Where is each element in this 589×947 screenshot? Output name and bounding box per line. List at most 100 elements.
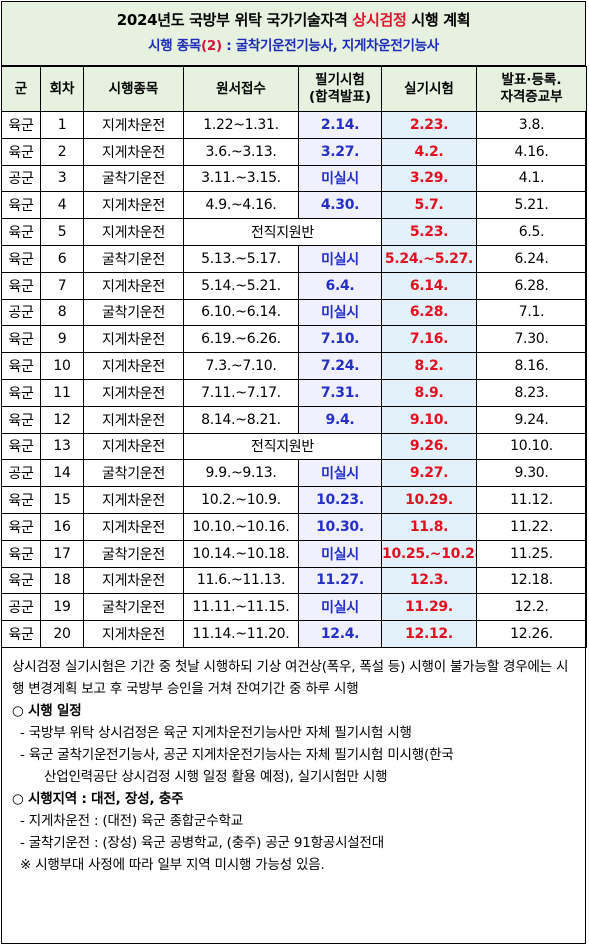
cell-gun: 육군 [1, 378, 41, 407]
cell-written-exam: 6.4. [298, 271, 382, 300]
cell-application: 11.14.~11.20. [183, 620, 299, 648]
cell-written-exam: 미실시 [298, 539, 382, 568]
cell-written-exam: 11.27. [298, 566, 382, 595]
cell-item: 지게차운전 [83, 325, 184, 354]
cell-round: 3 [40, 164, 84, 193]
header-result: 발표·등록. 자격증교부 [476, 66, 587, 112]
cell-round: 12 [40, 405, 84, 434]
cell-practical-exam: 10.25.~10.28. [381, 539, 477, 568]
cell-gun: 육군 [1, 566, 41, 595]
region-item-2: - 굴착기운전 : (장성) 육군 공병학교, (충주) 공군 91항공시설전대 [20, 834, 384, 851]
cell-result: 6.24. [476, 244, 587, 273]
cell-item: 지게차운전 [83, 111, 184, 139]
cell-result: 8.16. [476, 352, 587, 380]
cell-gun: 육군 [1, 352, 41, 380]
cell-gun: 육군 [1, 137, 41, 166]
cell-result: 11.12. [476, 486, 587, 514]
cell-round: 13 [40, 432, 84, 461]
cell-item: 지게차운전 [83, 512, 184, 541]
cell-gun: 공군 [1, 298, 41, 327]
cell-written-exam: 7.31. [298, 378, 382, 407]
cell-practical-exam: 2.23. [381, 111, 477, 139]
table-row: 육군 9 지게차운전 6.19.~6.26. 7.10. 7.16. 7.30. [1, 325, 587, 354]
cell-application: 4.9.~4.16. [183, 191, 299, 220]
cell-application: 3.6.~3.13. [183, 137, 299, 166]
header-gun: 군 [1, 66, 41, 112]
table-header-row: 군 회차 시행종목 원서접수 필기시험 (합격발표) 실기시험 발표·등록. 자격증교부 [1, 66, 587, 112]
cell-written-exam: 미실시 [298, 459, 382, 488]
schedule-item-2-continued: 산업인력공단 상시검정 시행 일정 활용 예정), 실기시험만 시행 [44, 768, 388, 785]
cell-round: 16 [40, 512, 84, 541]
notes-section: 상시검정 실기시험은 기간 중 첫날 시행하되 기상 여건상(폭우, 폭설 등)… [2, 648, 585, 876]
table-row: 육군 18 지게차운전 11.6.~11.13. 11.27. 12.3. 12.18. [1, 566, 587, 595]
table-row: 육군 1 지게차운전 1.22~1.31. 2.14. 2.23. 3.8. [1, 111, 587, 139]
cell-application: 1.22~1.31. [183, 111, 299, 139]
cell-item: 지게차운전 [83, 620, 184, 648]
cell-item: 지게차운전 [83, 352, 184, 380]
cell-application: 9.9.~9.13. [183, 459, 299, 488]
cell-practical-exam: 8.9. [381, 378, 477, 407]
cell-application: 3.11.~3.15. [183, 164, 299, 193]
cell-practical-exam: 9.27. [381, 459, 477, 488]
cell-written-exam: 12.4. [298, 620, 382, 648]
table-row: 육군 7 지게차운전 5.14.~5.21. 6.4. 6.14. 6.28. [1, 271, 587, 300]
cell-item: 굴착기운전 [83, 459, 184, 488]
cell-result: 12.26. [476, 620, 587, 648]
cell-round: 11 [40, 378, 84, 407]
cell-round: 10 [40, 352, 84, 380]
cell-round: 1 [40, 111, 84, 139]
page-subtitle: 시행 종목(2) : 굴착기운전기능사, 지게차운전기능사 [148, 38, 439, 54]
cell-application: 5.14.~5.21. [183, 271, 299, 300]
cell-practical-exam: 11.8. [381, 512, 477, 541]
cell-gun: 공군 [1, 164, 41, 193]
cell-gun: 육군 [1, 620, 41, 648]
cell-gun: 육군 [1, 512, 41, 541]
cell-practical-exam: 4.2. [381, 137, 477, 166]
cell-practical-exam: 5.23. [381, 218, 477, 246]
cell-gun: 공군 [1, 593, 41, 622]
cell-written-exam: 미실시 [298, 164, 382, 193]
cell-result: 3.8. [476, 111, 587, 139]
cell-round: 18 [40, 566, 84, 595]
cell-result: 11.22. [476, 512, 587, 541]
page-title: 2024년도 국방부 위탁 국가기술자격 상시검정 시행 계획 [116, 11, 471, 29]
cell-application: 10.2.~10.9. [183, 486, 299, 514]
cell-result: 5.21. [476, 191, 587, 220]
cell-practical-exam: 5.7. [381, 191, 477, 220]
table-row: 공군 14 굴착기운전 9.9.~9.13. 미실시 9.27. 9.30. [1, 459, 587, 488]
cell-application: 7.11.~7.17. [183, 378, 299, 407]
cell-item: 굴착기운전 [83, 539, 184, 568]
table-row: 육군 6 굴착기운전 5.13.~5.17. 미실시 5.24.~5.27. 6.24. [1, 244, 587, 273]
cell-gun: 육군 [1, 191, 41, 220]
table-row: 육군 12 지게차운전 8.14.~8.21. 9.4. 9.10. 9.24. [1, 405, 587, 434]
cell-written-exam: 미실시 [298, 298, 382, 327]
cell-round: 20 [40, 620, 84, 648]
header-practical-exam: 실기시험 [381, 66, 477, 112]
cell-round: 9 [40, 325, 84, 354]
schedule-heading: ○ 시행 일정 [12, 702, 82, 719]
cell-written-exam: 미실시 [298, 244, 382, 273]
cell-practical-exam: 9.10. [381, 405, 477, 434]
cell-item: 지게차운전 [83, 191, 184, 220]
cell-gun: 육군 [1, 218, 41, 246]
cell-written-exam: 7.10. [298, 325, 382, 354]
cell-written-exam: 2.14. [298, 111, 382, 139]
header-application: 원서접수 [183, 66, 299, 112]
cell-application: 11.11.~11.15. [183, 593, 299, 622]
notes-intro: 상시검정 실기시험은 기간 중 첫날 시행하되 기상 여건상(폭우, 폭설 등)… [12, 658, 569, 697]
cell-practical-exam: 11.29. [381, 593, 477, 622]
table-row: 육군 5 지게차운전 전직지원반 5.23. 6.5. [1, 218, 587, 246]
schedule-table: 군 회차 시행종목 원서접수 필기시험 (합격발표) 실기시험 발표·등록. 자격증교부 육… [1, 66, 587, 648]
cell-written-exam: 10.23. [298, 486, 382, 514]
table-body: 육군 1 지게차운전 1.22~1.31. 2.14. 2.23. 3.8. 육군 2 지게차운전… [1, 111, 587, 648]
region-item-1: - 지게차운전 : (대전) 육군 종합군수학교 [20, 812, 243, 829]
table-row: 육군 16 지게차운전 10.10.~10.16. 10.30. 11.8. 11.22. [1, 512, 587, 541]
cell-practical-exam: 12.3. [381, 566, 477, 595]
cell-gun: 육군 [1, 405, 41, 434]
cell-application: 6.19.~6.26. [183, 325, 299, 354]
table-row: 육군 2 지게차운전 3.6.~3.13. 3.27. 4.2. 4.16. [1, 137, 587, 166]
cell-round: 14 [40, 459, 84, 488]
table-row: 육군 10 지게차운전 7.3.~7.10. 7.24. 8.2. 8.16. [1, 352, 587, 380]
table-row: 육군 15 지게차운전 10.2.~10.9. 10.23. 10.29. 11.12. [1, 486, 587, 514]
